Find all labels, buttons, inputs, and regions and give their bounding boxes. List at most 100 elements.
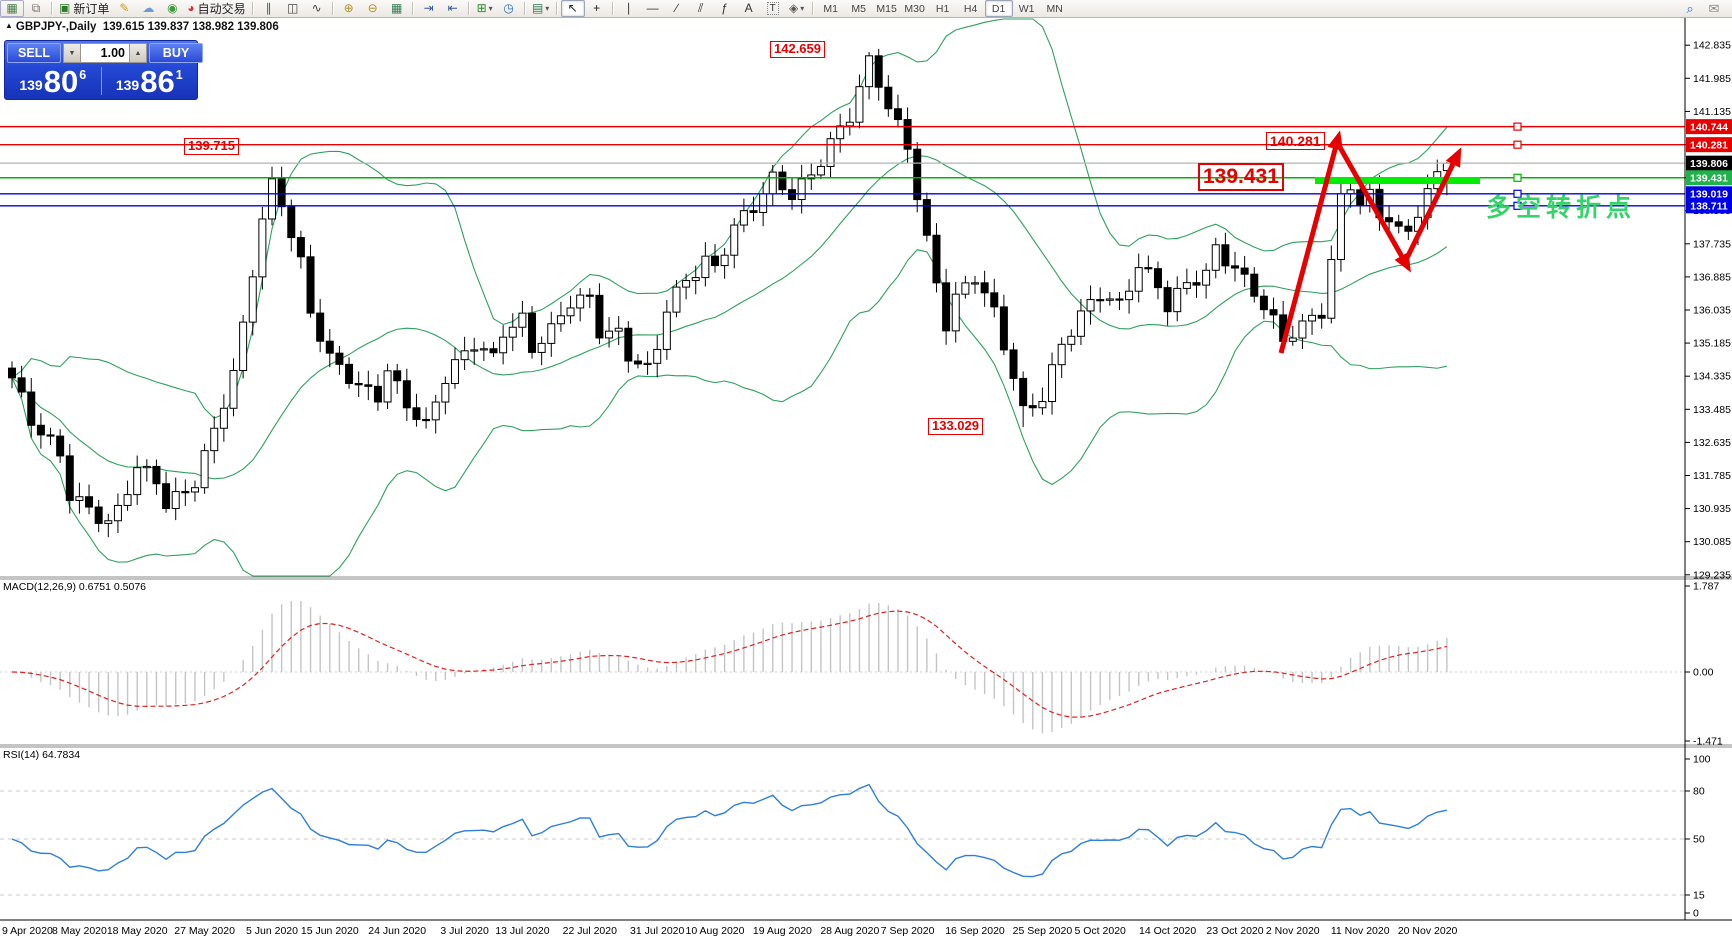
bollinger-middle-band [11, 155, 1448, 480]
line-handle[interactable] [1513, 140, 1522, 149]
auto-scroll-icon[interactable]: ⇥ [417, 0, 441, 17]
volume-decrease-button[interactable]: ▼ [63, 43, 81, 63]
chevron-down-icon[interactable]: ▾ [488, 4, 493, 13]
pencil-icon[interactable]: ✎ [112, 0, 136, 17]
bar-chart-icon[interactable]: ∥ [257, 0, 281, 17]
line-handle[interactable] [1513, 201, 1522, 210]
chart-shift-icon[interactable]: ⇤ [441, 0, 465, 17]
volume-increase-button[interactable]: ▲ [129, 43, 147, 63]
candlestick-chart-icon[interactable]: ◫ [281, 0, 305, 17]
collapse-triangle-icon[interactable]: ▲ [5, 21, 13, 30]
price-badge-140.281 [1686, 137, 1732, 153]
chart-ohlc-quotes: 139.615 139.837 138.982 139.806 [102, 21, 279, 33]
label-139-715[interactable]: 139.715 [184, 138, 239, 155]
tf-m1[interactable]: M1 [817, 0, 845, 17]
tf-m5[interactable]: M5 [845, 0, 873, 17]
tf-h4[interactable]: H4 [957, 0, 985, 17]
green-highlight-trendline[interactable] [1315, 177, 1480, 185]
svg-text:130.085: 130.085 [1693, 536, 1731, 548]
chart-canvas[interactable]: 142.835141.985141.135140.285139.435138.5… [0, 17, 1732, 943]
date-label: 5 Oct 2020 [1075, 925, 1127, 937]
chevron-down-icon[interactable]: ▾ [545, 4, 550, 13]
arrows-shapes-icon[interactable]: ◈ ▾ [785, 0, 809, 17]
indicator-group: ⊞ ▾ ◷ [473, 0, 521, 17]
zoom-out-icon[interactable]: ⊖ [361, 0, 385, 17]
trendline-icon[interactable]: ∕ [665, 0, 689, 17]
new-order-icon[interactable]: ▣ 新订单 [56, 0, 112, 17]
bar-chart-icon: ∥ [265, 1, 272, 15]
buy-button[interactable]: BUY [149, 43, 203, 63]
date-label: 28 Aug 2020 [820, 925, 879, 937]
trend-arrows[interactable] [1278, 128, 1468, 354]
tf-h4-label: H4 [963, 2, 978, 15]
svg-text:136.035: 136.035 [1693, 305, 1731, 317]
sell-price[interactable]: 139 80 6 [5, 65, 101, 97]
chevron-down-icon[interactable]: ▾ [800, 4, 805, 13]
date-axis[interactable]: 9 Apr 2020 8 May 2020 18 May 2020 27 May 20… [2, 925, 1458, 937]
line-handle[interactable] [1513, 122, 1522, 131]
price-badge-138.711 [1686, 198, 1732, 214]
tf-m5-label: M5 [851, 2, 866, 15]
bollinger-upper-band [11, 18, 1448, 419]
chart-annotation-text[interactable]: 多空转折点 [1486, 194, 1637, 222]
date-label: 11 Nov 2020 [1331, 925, 1390, 937]
add-indicator-icon: ⊞ [476, 1, 487, 15]
svg-text:140.744: 140.744 [1690, 121, 1728, 133]
auto-scroll-icon: ⇥ [423, 1, 434, 15]
buy-price[interactable]: 139 86 1 [102, 65, 198, 97]
profiles-icon[interactable]: ⧉ [24, 0, 48, 17]
toolbar-separator [555, 2, 558, 15]
tf-w1[interactable]: W1 [1013, 0, 1041, 17]
tf-mn[interactable]: MN [1041, 0, 1069, 17]
macd-signal-line [11, 610, 1448, 718]
price-badge-139.431 [1686, 170, 1732, 186]
label-139-431[interactable]: 139.431 [1198, 163, 1284, 192]
radio-broadcast-icon[interactable]: ◉ [160, 0, 184, 17]
chart-shift-icon: ⇤ [447, 1, 458, 15]
line-handle[interactable] [1513, 189, 1522, 198]
text-label-icon[interactable]: T [761, 0, 785, 17]
tf-m15-label: M15 [876, 2, 897, 15]
vertical-line-icon[interactable]: ∣ [617, 0, 641, 17]
svg-text:134.335: 134.335 [1693, 371, 1731, 383]
label-140-281[interactable]: 140.281 [1266, 132, 1325, 151]
cursor-group: ↖ + [560, 0, 609, 17]
volume-input[interactable] [81, 43, 129, 63]
chart-symbol-period: GBPJPY-,Daily [15, 21, 97, 33]
svg-text:141.135: 141.135 [1693, 106, 1731, 118]
text-icon[interactable]: A [737, 0, 761, 17]
tf-m15[interactable]: M15 [873, 0, 901, 17]
date-label: 23 Oct 2020 [1206, 925, 1263, 937]
label-142-659[interactable]: 142.659 [770, 41, 825, 58]
tf-m30[interactable]: M30 [901, 0, 929, 17]
chart-title: ▲ GBPJPY-,Daily 139.615 139.837 138.982 1… [5, 21, 279, 33]
templates-icon[interactable]: ▤ ▾ [529, 0, 553, 17]
cursor-icon[interactable]: ↖ [560, 0, 585, 17]
label-133-029[interactable]: 133.029 [928, 418, 983, 435]
tile-windows-icon[interactable]: ▦ [385, 0, 409, 17]
equidistant-channel-icon[interactable]: ⫽ [689, 0, 713, 17]
tf-d1[interactable]: D1 [984, 0, 1013, 17]
fibonacci-icon[interactable]: ƒ [713, 0, 737, 17]
new-chart-icon[interactable]: ▦ [0, 0, 24, 17]
crosshair-icon[interactable]: + [585, 0, 609, 17]
panel-separators[interactable] [0, 17, 1732, 921]
line-chart-icon[interactable]: ∿ [305, 0, 329, 17]
arrows-shapes-icon: ◈ [789, 1, 799, 15]
horizontal-lines-layer[interactable] [0, 122, 1685, 210]
add-indicator-icon[interactable]: ⊞ ▾ [473, 0, 497, 17]
chat-icon[interactable]: ✉ [1708, 0, 1720, 16]
news-cloud-icon[interactable]: ☁ [136, 0, 160, 17]
sell-button[interactable]: SELL [7, 43, 61, 63]
line-handle[interactable] [1513, 173, 1522, 182]
tf-h1[interactable]: H1 [929, 0, 957, 17]
date-label: 25 Sep 2020 [1013, 925, 1073, 937]
horizontal-line-icon[interactable]: — [641, 0, 665, 17]
svg-text:137.735: 137.735 [1693, 238, 1731, 250]
autotrade-icon[interactable]: ◕ 自动交易 [184, 0, 248, 17]
search-icon[interactable]: ⌕ [1686, 0, 1694, 16]
candlestick-chart-icon: ◫ [286, 1, 299, 15]
svg-text:50: 50 [1693, 834, 1705, 846]
period-clock-icon[interactable]: ◷ [497, 0, 521, 17]
zoom-in-icon[interactable]: ⊕ [337, 0, 361, 17]
